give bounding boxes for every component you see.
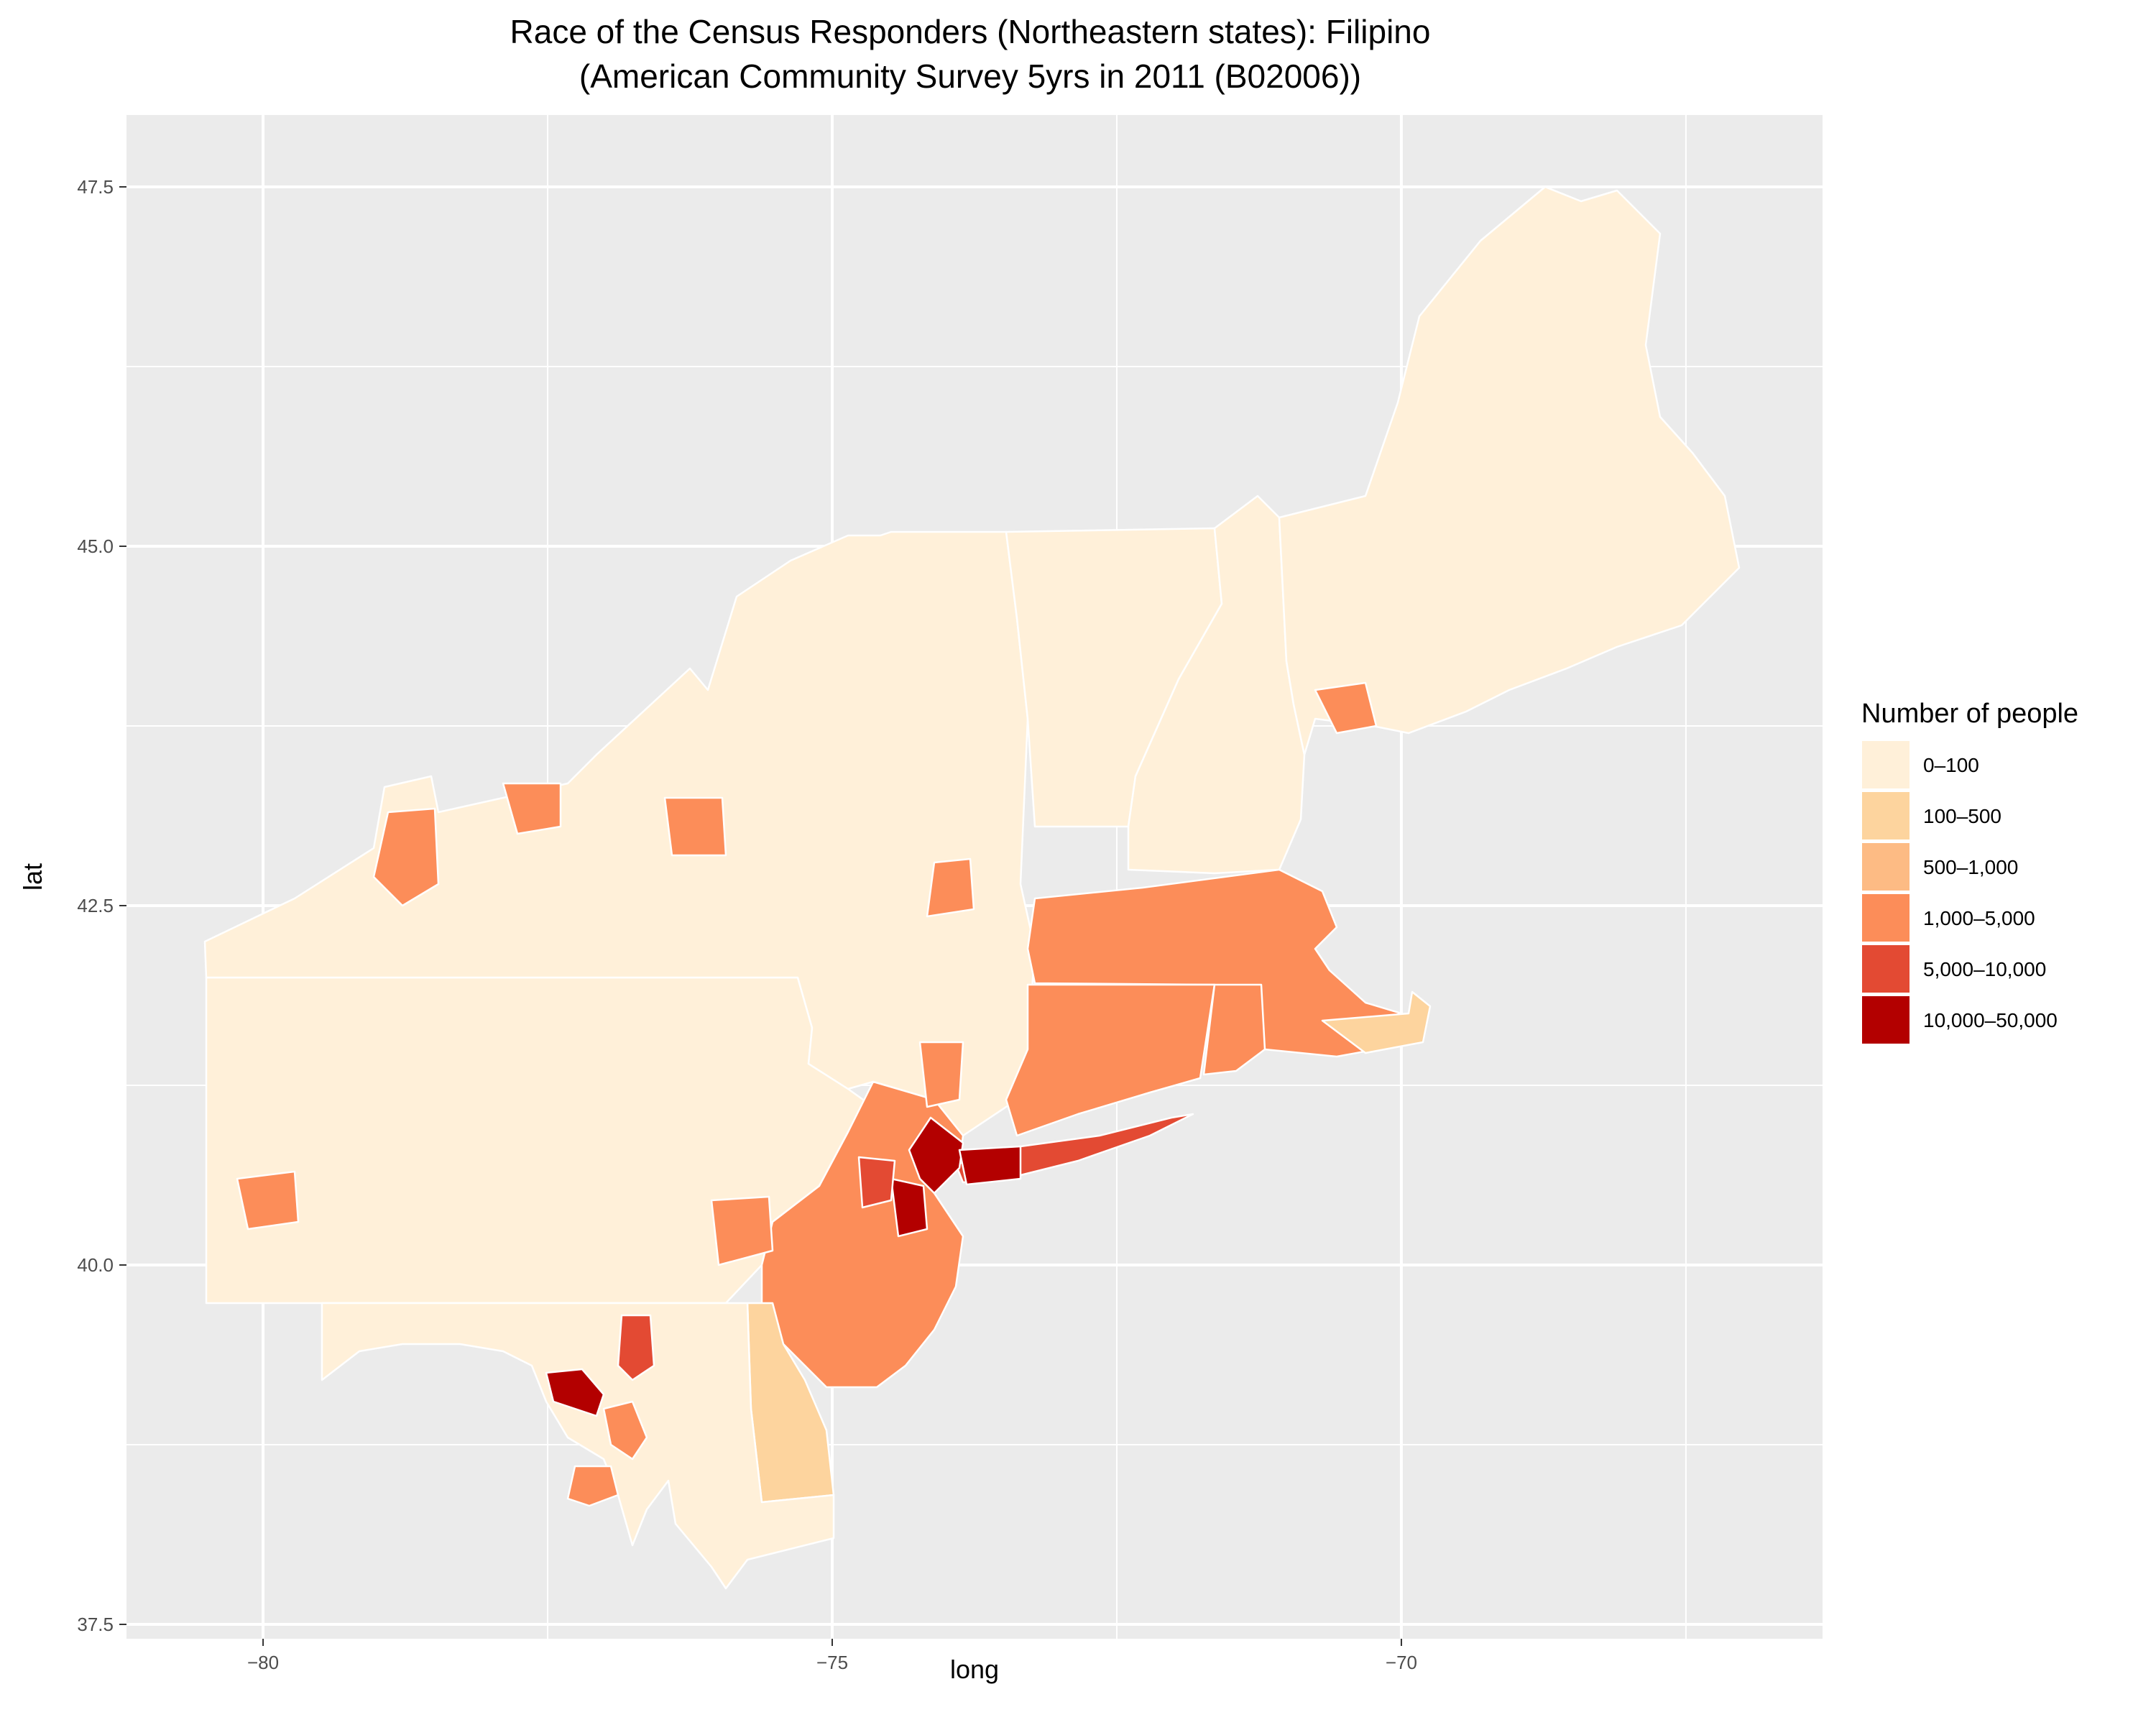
region-prince-georges xyxy=(602,1400,648,1460)
region-rhode-island xyxy=(1202,983,1266,1076)
y-tick-label: 37.5 xyxy=(77,1614,114,1635)
legend-title: Number of people xyxy=(1861,699,2078,729)
legend-key xyxy=(1861,740,1911,790)
y-tick-label: 40.0 xyxy=(77,1254,114,1276)
y-axis: 47.5 45.0 42.5 40.0 37.5 xyxy=(77,176,126,1635)
y-tick-label: 42.5 xyxy=(77,895,114,916)
map-regions xyxy=(203,185,1741,1590)
legend-label: 10,000–50,000 xyxy=(1923,1009,2058,1031)
y-tick-label: 47.5 xyxy=(77,176,114,198)
region-queens-nassau xyxy=(958,1145,1022,1186)
region-connecticut xyxy=(1005,983,1216,1137)
chart-title-line-1: Race of the Census Responders (Northeast… xyxy=(510,13,1431,50)
legend-label: 5,000–10,000 xyxy=(1923,958,2046,980)
y-tick-label: 45.0 xyxy=(77,535,114,557)
region-baltimore xyxy=(617,1314,655,1381)
legend-label: 0–100 xyxy=(1923,754,1979,776)
x-axis: −80 −75 −70 xyxy=(247,1639,1417,1673)
legend-key xyxy=(1861,893,1911,943)
legend-label: 1,000–5,000 xyxy=(1923,907,2035,929)
legend-key xyxy=(1861,791,1911,841)
region-hudson-county xyxy=(890,1177,929,1238)
legend: Number of people 0–100 100–500 500–1,000 1,… xyxy=(1861,699,2078,1045)
x-tick-label: −75 xyxy=(816,1652,848,1673)
y-axis-title: lat xyxy=(18,863,47,891)
region-erie-county xyxy=(372,807,440,907)
region-montgomery-county xyxy=(545,1368,605,1417)
legend-key xyxy=(1861,944,1911,994)
region-new-york-city xyxy=(908,1116,964,1195)
region-dutchess-county xyxy=(918,1041,964,1108)
region-onondaga-county xyxy=(663,796,727,857)
x-tick-label: −80 xyxy=(247,1652,279,1673)
region-cape-cod xyxy=(1321,990,1432,1054)
chart-title-line-2: (American Community Survey 5yrs in 2011 … xyxy=(579,58,1361,95)
region-york-county-me xyxy=(1314,681,1378,735)
region-allegheny-county xyxy=(236,1170,300,1230)
x-tick-label: −70 xyxy=(1386,1652,1417,1673)
legend-label: 500–1,000 xyxy=(1923,856,2018,878)
legend-key xyxy=(1861,995,1911,1045)
region-maryland xyxy=(321,1302,835,1590)
region-southern-maryland xyxy=(566,1465,619,1507)
region-albany-county xyxy=(926,857,975,918)
region-philadelphia-suburbs xyxy=(710,1195,774,1266)
region-essex-county xyxy=(857,1156,896,1209)
x-axis-title: long xyxy=(950,1655,999,1684)
legend-key xyxy=(1861,842,1911,892)
legend-label: 100–500 xyxy=(1923,805,2001,827)
region-monroe-county xyxy=(502,782,562,835)
